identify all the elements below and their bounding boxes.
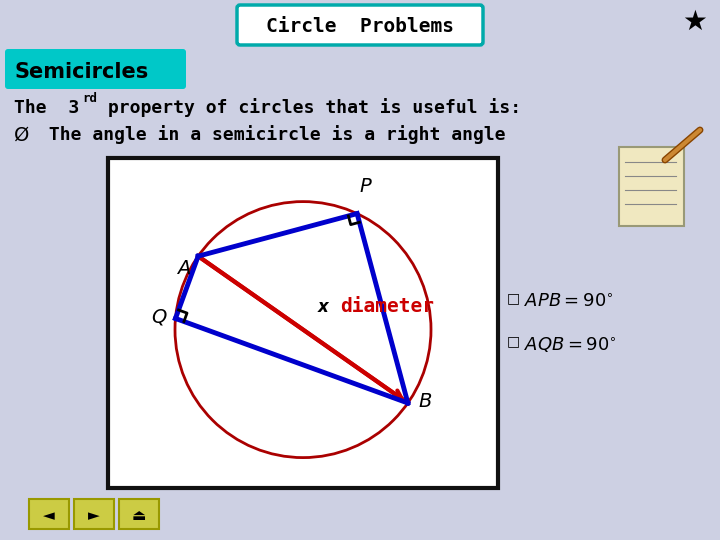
Text: Semicircles: Semicircles	[14, 62, 148, 82]
Text: The angle in a semicircle is a right angle: The angle in a semicircle is a right ang…	[38, 125, 505, 145]
Text: The  3: The 3	[14, 99, 79, 117]
Text: rd: rd	[82, 92, 97, 105]
Text: $Q$: $Q$	[151, 307, 168, 327]
Text: □: □	[507, 291, 520, 305]
FancyBboxPatch shape	[29, 499, 69, 529]
Text: property of circles that is useful is:: property of circles that is useful is:	[97, 98, 521, 118]
Text: ⏏: ⏏	[132, 509, 146, 523]
FancyBboxPatch shape	[119, 499, 159, 529]
Text: diameter: diameter	[340, 296, 434, 315]
Text: x: x	[318, 298, 329, 315]
Text: $A$: $A$	[176, 259, 192, 278]
Text: Ø: Ø	[14, 125, 30, 145]
FancyBboxPatch shape	[108, 158, 498, 488]
Text: ►: ►	[88, 509, 100, 523]
FancyBboxPatch shape	[237, 5, 483, 45]
FancyBboxPatch shape	[74, 499, 114, 529]
Text: $B$: $B$	[418, 392, 432, 411]
Text: ★: ★	[683, 8, 708, 36]
FancyBboxPatch shape	[619, 147, 684, 226]
Text: □: □	[507, 334, 520, 348]
Text: $\mathit{AQB} = 90^{\circ}$: $\mathit{AQB} = 90^{\circ}$	[524, 335, 617, 355]
Text: $P$: $P$	[359, 177, 373, 195]
Text: ◄: ◄	[43, 509, 55, 523]
Text: Circle  Problems: Circle Problems	[266, 17, 454, 36]
Text: $\mathit{APB} = 90^{\circ}$: $\mathit{APB} = 90^{\circ}$	[524, 293, 613, 311]
FancyBboxPatch shape	[5, 49, 186, 89]
